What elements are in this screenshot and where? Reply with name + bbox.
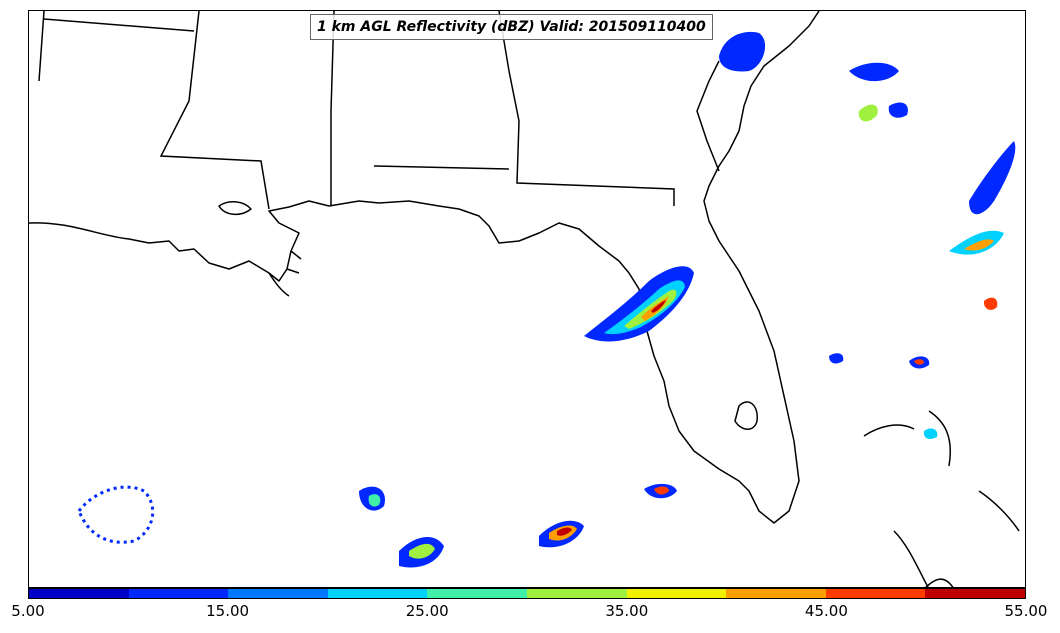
border-georgia xyxy=(498,11,675,206)
colorbar-segment xyxy=(29,589,129,598)
cuba-edge xyxy=(925,578,954,587)
colorbar-segment xyxy=(726,589,826,598)
colorbar-segment xyxy=(128,589,229,598)
colorbar-segment xyxy=(327,589,428,598)
colorbar-tick-label: 45.00 xyxy=(804,602,848,620)
map-title: 1 km AGL Reflectivity (dBZ) Valid: 20150… xyxy=(310,14,713,40)
colorbar-segment xyxy=(526,589,627,598)
lake-okeechobee xyxy=(734,401,758,430)
lake-pontchartrain xyxy=(218,201,252,215)
colorbar-tick-label: 5.00 xyxy=(11,602,45,620)
gulf-coastline xyxy=(29,11,820,524)
colorbar-tick-label: 25.00 xyxy=(405,602,449,620)
colorbar-segment xyxy=(925,589,1025,598)
bahamas xyxy=(863,410,1020,587)
border-louisiana-arkansas xyxy=(38,11,195,82)
colorbar xyxy=(28,588,1026,599)
map-frame xyxy=(28,10,1026,588)
colorbar-segment xyxy=(427,589,527,598)
reflectivity-echoes xyxy=(77,31,1016,568)
colorbar-segment xyxy=(626,589,727,598)
border-alabama-florida xyxy=(373,165,510,170)
border-mississippi xyxy=(159,11,270,210)
colorbar-segment xyxy=(825,589,926,598)
colorbar-segment xyxy=(228,589,328,598)
colorbar-tick-label: 15.00 xyxy=(206,602,250,620)
border-alabama xyxy=(330,11,335,206)
border-south-carolina xyxy=(696,60,720,172)
reflectivity-map xyxy=(29,11,1020,587)
mississippi-delta xyxy=(268,250,302,297)
colorbar-tick-label: 35.00 xyxy=(605,602,649,620)
colorbar-tick-label: 55.00 xyxy=(1004,602,1048,620)
